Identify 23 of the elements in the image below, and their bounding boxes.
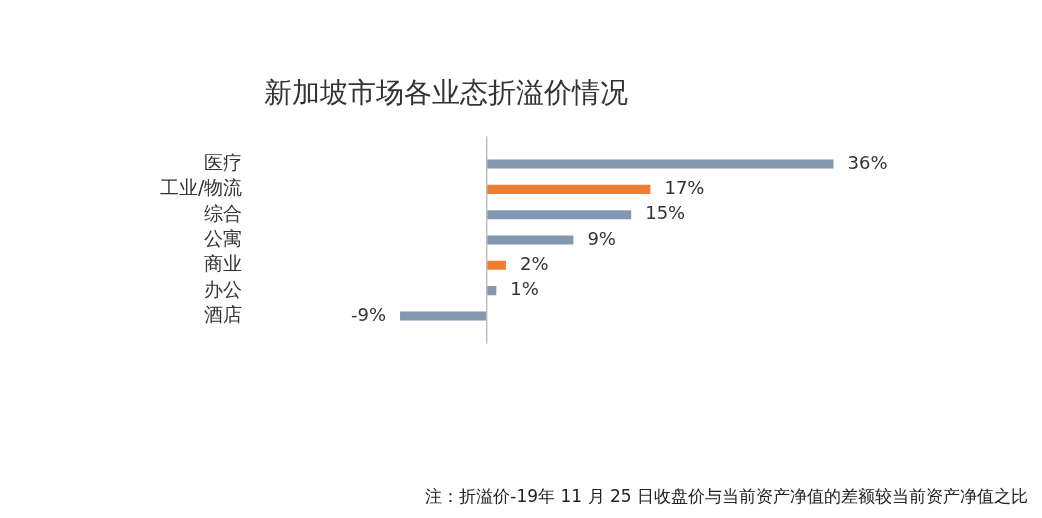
bar xyxy=(486,260,506,270)
data-label: 36% xyxy=(847,151,888,173)
bar xyxy=(400,311,487,321)
y-tick-label: 医疗 xyxy=(204,150,243,173)
data-label: -9% xyxy=(350,303,387,325)
data-label: 1% xyxy=(510,278,539,300)
data-label: 15% xyxy=(645,202,686,224)
bar xyxy=(486,235,574,245)
y-tick-label: 商业 xyxy=(204,252,243,275)
y-tick-label: 办公 xyxy=(204,277,243,300)
data-label: 2% xyxy=(519,252,549,274)
bar xyxy=(486,159,834,169)
bar xyxy=(486,286,497,296)
data-label: 9% xyxy=(587,227,616,249)
chart-title: 新加坡市场各业态折溢价情况 xyxy=(264,75,628,109)
y-tick-label: 公寓 xyxy=(204,226,243,249)
y-tick-label: 酒店 xyxy=(204,302,243,325)
text: 注：折溢价-19年 11 月 25 日收盘价与当前资产净值的差额较当前资产净值之比 xyxy=(425,485,1028,508)
y-tick-label: 工业/物流 xyxy=(160,176,243,199)
bar xyxy=(486,210,632,220)
bar xyxy=(486,184,651,194)
data-label: 17% xyxy=(664,177,705,199)
y-tick-label: 综合 xyxy=(204,201,243,224)
